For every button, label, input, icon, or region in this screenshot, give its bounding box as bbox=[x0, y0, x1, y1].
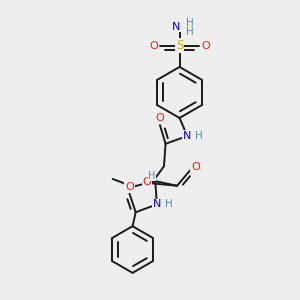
Text: O: O bbox=[156, 113, 164, 123]
Text: N: N bbox=[183, 131, 191, 141]
Text: O: O bbox=[142, 177, 151, 187]
Text: O: O bbox=[125, 182, 134, 192]
Text: H: H bbox=[186, 27, 194, 37]
Text: H: H bbox=[195, 131, 203, 141]
Text: H: H bbox=[148, 170, 155, 181]
Text: N: N bbox=[172, 22, 181, 32]
Text: H: H bbox=[186, 18, 194, 28]
Text: S: S bbox=[176, 39, 183, 52]
Text: H: H bbox=[165, 200, 173, 209]
Text: N: N bbox=[153, 200, 161, 209]
Text: O: O bbox=[149, 41, 158, 51]
Text: O: O bbox=[191, 162, 200, 172]
Text: O: O bbox=[201, 41, 210, 51]
